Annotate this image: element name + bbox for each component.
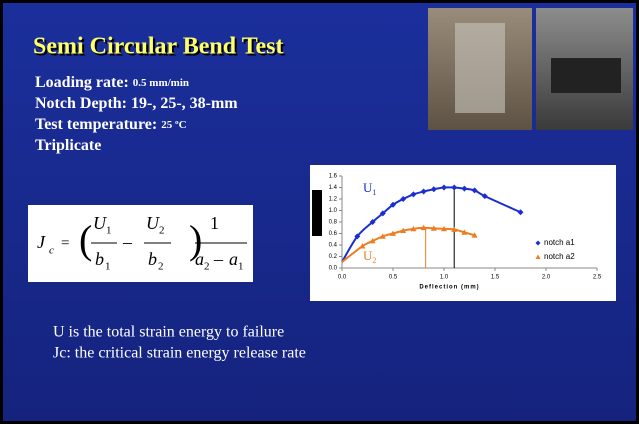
formula-part: 2	[204, 261, 210, 273]
point	[481, 193, 488, 200]
legend-marker	[535, 240, 541, 246]
photo-detail	[551, 58, 621, 93]
bullet-label: Loading rate:	[35, 74, 133, 91]
point	[471, 187, 478, 194]
bullet: Triplicate	[35, 137, 101, 154]
title-shadow: Semi Circular Bend Test	[35, 36, 285, 62]
formula-part: =	[61, 235, 69, 251]
y-tick-label: 1.4	[329, 185, 338, 191]
formula-part: b	[95, 249, 104, 269]
bullet: Test temperature: 25 ºC	[35, 116, 187, 133]
y-tick-label: 1.2	[329, 197, 338, 203]
point	[420, 224, 427, 231]
x-tick-label: 2.0	[542, 275, 551, 281]
curve-label-sub: 1	[372, 188, 376, 197]
point	[420, 188, 427, 195]
x-tick-label: 0.0	[338, 275, 347, 281]
x-tick-label: 2.5	[593, 275, 602, 281]
y-tick-label: 0.4	[329, 243, 338, 249]
point	[451, 226, 458, 232]
formula-part: a	[195, 249, 204, 269]
x-axis-label: Deflection (mm)	[419, 285, 479, 291]
bullet-value: 0.5 mm/min	[133, 77, 189, 89]
bullet-list: Loading rate: 0.5 mm/min Notch Depth: 19-…	[35, 74, 238, 154]
point	[430, 186, 437, 193]
y-tick-label: 0.8	[329, 220, 338, 226]
point	[461, 185, 468, 192]
point	[359, 243, 366, 249]
point	[410, 191, 417, 198]
formula-part: U	[93, 213, 107, 233]
point	[517, 209, 524, 216]
point	[390, 230, 396, 236]
legend-marker	[535, 254, 541, 259]
legend-label: notch a2	[544, 252, 575, 261]
chart: 0.0 0.2 0.4 0.6 0.8 1.0 1.2 1.4 1.6 0.0 0.5 1.0 1.5 2…	[329, 174, 602, 291]
formula-part: –	[213, 249, 224, 269]
legend-label: notch a1	[544, 238, 575, 247]
x-tick-label: 1.0	[440, 275, 449, 281]
formula-part: 2	[159, 225, 165, 237]
y-tick-label: 1.0	[329, 208, 338, 214]
formula-part: 1	[106, 225, 112, 237]
black-block	[312, 190, 322, 236]
formula-part: 1	[210, 213, 219, 233]
point	[400, 227, 407, 234]
formula-part: –	[122, 232, 133, 252]
formula-part: J	[37, 232, 46, 252]
bullet-value: 25 ºC	[161, 119, 186, 131]
point	[471, 232, 478, 238]
formula-part: a	[229, 249, 238, 269]
point	[441, 225, 447, 232]
title: Semi Circular Bend Test	[33, 34, 283, 60]
bullet-label: Triplicate	[35, 137, 101, 154]
bullet: Loading rate: 0.5 mm/min	[35, 74, 189, 91]
y-tick-label: 0.2	[329, 254, 338, 260]
y-tick-label: 0.0	[329, 266, 338, 272]
point	[390, 201, 396, 208]
note: U is the total strain energy to failure	[53, 324, 284, 341]
curve-label: U1	[363, 180, 376, 197]
curve-label: U2	[363, 248, 376, 265]
bullet: Notch Depth: 19-, 25-, 38-mm	[35, 95, 238, 112]
x-tick-label: 0.5	[389, 275, 398, 281]
formula-part: 1	[238, 261, 244, 273]
paren: (	[79, 217, 92, 262]
formula-part: b	[148, 249, 157, 269]
point	[461, 229, 468, 235]
point	[430, 225, 437, 231]
note: Jc: the critical strain energy release r…	[53, 345, 306, 362]
formula-part: 2	[158, 261, 164, 273]
point	[400, 196, 407, 202]
photo-detail	[455, 23, 505, 113]
x-tick-label: 1.5	[491, 275, 500, 281]
formula-part: c	[49, 245, 54, 257]
point	[379, 233, 386, 239]
y-tick-label: 0.6	[329, 231, 338, 237]
bullet-label: Test temperature:	[35, 116, 161, 133]
point	[369, 219, 376, 225]
bullet-label: Notch Depth: 19-, 25-, 38-mm	[35, 95, 238, 112]
point	[369, 237, 376, 244]
point	[379, 210, 386, 217]
curve-label-text: U	[363, 248, 373, 263]
point	[354, 233, 361, 240]
curve-label-sub: 2	[372, 256, 376, 265]
formula-part: U	[146, 213, 160, 233]
point	[410, 225, 417, 232]
point	[441, 184, 447, 191]
slide-canvas: Semi Circular Bend Test Semi Circular Be…	[28, 8, 633, 362]
paren: )	[189, 217, 202, 262]
point	[451, 184, 458, 191]
y-tick-label: 1.6	[329, 174, 338, 180]
curve-label-text: U	[363, 180, 373, 195]
formula-part: 1	[105, 261, 111, 273]
